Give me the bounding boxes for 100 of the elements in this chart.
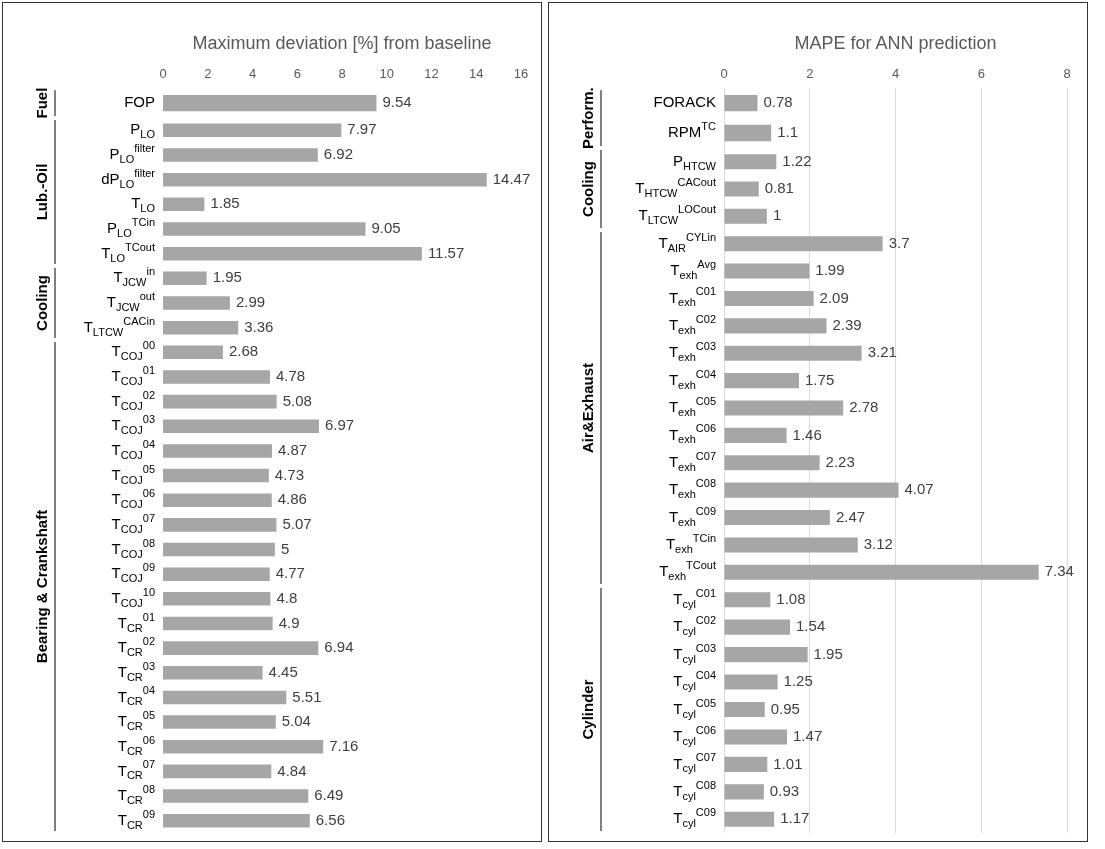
data-label: 1.08 [776, 589, 806, 607]
bar [163, 197, 205, 212]
bar [724, 564, 1039, 580]
bar [163, 370, 270, 384]
bar [163, 345, 223, 360]
data-label: 7.97 [347, 120, 377, 138]
data-label: 2.23 [825, 452, 855, 470]
data-label: 6.56 [315, 810, 345, 828]
data-label: 6.97 [324, 416, 355, 434]
bar [724, 701, 765, 718]
data-label: 1.95 [212, 268, 242, 286]
x-tick-label: 4 [248, 65, 257, 81]
bar [724, 236, 883, 252]
x-tick-label: 0 [720, 65, 728, 81]
data-label: 7.16 [329, 736, 359, 754]
x-tick-label: 6 [293, 65, 301, 81]
data-label: 0.95 [770, 699, 800, 717]
data-label: 1.99 [815, 261, 845, 279]
data-label: 1.1 [777, 123, 799, 141]
data-label: 4.8 [276, 588, 298, 606]
data-label: 1.17 [780, 809, 810, 827]
bar [724, 647, 808, 663]
data-label: 5 [280, 539, 290, 557]
data-label: 1.54 [796, 617, 826, 635]
x-tick-label: 4 [891, 65, 900, 81]
data-label: 0.81 [764, 179, 794, 197]
y-tick-label: FOP [124, 93, 156, 111]
x-tick-label: 14 [469, 65, 484, 81]
x-tick-label: 10 [379, 65, 394, 81]
bar [724, 756, 768, 772]
bar [163, 764, 272, 779]
data-label: 4.78 [275, 367, 306, 385]
data-label: 5.08 [282, 391, 312, 409]
data-label: 3.21 [867, 343, 897, 361]
bar [724, 345, 862, 361]
data-label: 4.87 [277, 441, 308, 459]
bar [163, 444, 272, 458]
data-label: 5.04 [281, 712, 311, 730]
bar [163, 567, 270, 581]
bar [163, 813, 310, 828]
data-label: 2.68 [228, 342, 259, 360]
y-axis-title: Cooling [33, 275, 51, 331]
data-label: 2.78 [849, 398, 879, 416]
bar [724, 290, 814, 306]
data-label: 9.54 [382, 93, 412, 111]
data-label: 4.86 [277, 490, 307, 508]
data-label: 0.93 [769, 781, 800, 799]
bar [163, 222, 366, 236]
bar [163, 518, 277, 532]
y-axis-title: Perform. [579, 87, 597, 149]
data-label: 1.85 [210, 194, 240, 212]
data-label: 1.22 [782, 151, 812, 169]
bar [163, 666, 263, 680]
bar [163, 246, 422, 261]
y-axis-title: Cylinder [579, 679, 597, 740]
y-axis-title: Fuel [33, 87, 51, 119]
y-axis-title: Air&Exhaust [579, 362, 597, 454]
bar [163, 419, 319, 434]
data-label: 1.01 [773, 754, 803, 772]
data-label: 3.12 [863, 535, 893, 553]
data-label: 4.73 [274, 465, 305, 483]
data-label: 4.9 [278, 613, 300, 631]
data-label: 5.07 [282, 515, 312, 533]
x-tick-label: 12 [424, 65, 439, 81]
data-label: 0.78 [763, 93, 793, 111]
data-label: 11.57 [427, 243, 465, 261]
x-tick-label: 8 [338, 65, 346, 81]
data-label: 3.7 [888, 233, 910, 251]
data-label: 6.94 [324, 638, 354, 656]
bar [724, 537, 858, 553]
data-label: 1.47 [793, 727, 823, 745]
bar [724, 482, 899, 498]
bar [163, 148, 318, 162]
bar [163, 123, 342, 138]
y-axis-title: Lub.-Oil [33, 163, 51, 221]
y-axis-title: Cooling [579, 161, 597, 217]
bar [724, 455, 820, 471]
data-label: 1.75 [805, 370, 835, 388]
bar [163, 789, 309, 803]
data-label: 1.95 [813, 644, 843, 662]
bar [163, 542, 275, 557]
y-axis-title: Bearing & Crankshaft [33, 509, 51, 664]
data-label: 3.36 [244, 317, 274, 335]
data-label: 7.34 [1044, 562, 1074, 580]
data-label: 14.47 [492, 169, 531, 187]
data-label: 4.45 [268, 662, 298, 680]
data-label: 6.92 [323, 145, 354, 163]
data-label: 1 [772, 206, 782, 224]
bar [724, 318, 827, 334]
bar [724, 811, 775, 827]
bar [163, 641, 319, 655]
data-label: 2.39 [832, 315, 862, 333]
x-tick-label: 0 [159, 65, 167, 81]
data-label: 1.25 [783, 672, 813, 690]
bar [163, 172, 487, 187]
x-tick-label: 16 [513, 65, 529, 81]
bar [724, 784, 764, 800]
bar [724, 592, 771, 608]
bar [724, 619, 791, 635]
bar [724, 729, 788, 745]
